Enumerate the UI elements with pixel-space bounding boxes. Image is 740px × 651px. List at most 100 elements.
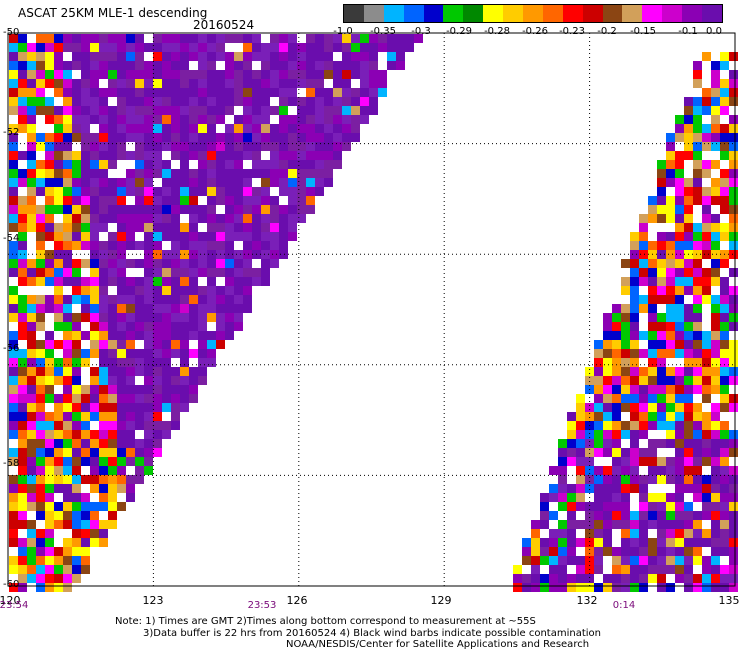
data-cell (693, 232, 702, 241)
data-cell (729, 151, 738, 160)
data-cell (18, 367, 27, 376)
data-cell (693, 484, 702, 493)
data-cell (225, 169, 234, 178)
data-cell (360, 79, 369, 88)
data-cell (135, 322, 144, 331)
data-cell (108, 151, 117, 160)
data-cell (63, 439, 72, 448)
data-cell (135, 277, 144, 286)
data-cell (702, 295, 711, 304)
data-cell (108, 115, 117, 124)
data-cell (234, 268, 243, 277)
data-cell (558, 538, 567, 547)
data-cell (270, 250, 279, 259)
data-cell (612, 286, 621, 295)
data-cell (585, 367, 594, 376)
data-cell (9, 304, 18, 313)
data-cell (306, 88, 315, 97)
data-cell (657, 502, 666, 511)
data-cell (558, 448, 567, 457)
data-cell (594, 520, 603, 529)
data-cell (666, 529, 675, 538)
data-cell (720, 349, 729, 358)
data-cell (171, 313, 180, 322)
data-cell (711, 403, 720, 412)
data-cell (45, 160, 54, 169)
data-cell (594, 394, 603, 403)
data-cell (27, 124, 36, 133)
data-cell (711, 178, 720, 187)
data-cell (180, 160, 189, 169)
data-cell (711, 439, 720, 448)
data-cell (279, 160, 288, 169)
data-cell (135, 115, 144, 124)
data-cell (657, 556, 666, 565)
data-cell (711, 196, 720, 205)
data-cell (693, 61, 702, 70)
data-cell (261, 277, 270, 286)
data-cell (45, 205, 54, 214)
data-cell (675, 205, 684, 214)
data-cell (648, 259, 657, 268)
data-cell (648, 268, 657, 277)
data-cell (639, 268, 648, 277)
data-cell (684, 133, 693, 142)
data-cell (378, 61, 387, 70)
data-cell (639, 520, 648, 529)
data-cell (225, 115, 234, 124)
data-cell (630, 493, 639, 502)
data-cell (630, 583, 639, 592)
data-cell (90, 169, 99, 178)
data-cell (27, 61, 36, 70)
data-cell (612, 565, 621, 574)
data-cell (54, 358, 63, 367)
data-cell (549, 565, 558, 574)
data-cell (693, 187, 702, 196)
data-cell (693, 448, 702, 457)
data-cell (729, 340, 738, 349)
data-cell (189, 97, 198, 106)
data-cell (621, 286, 630, 295)
data-cell (297, 61, 306, 70)
data-cell (270, 115, 279, 124)
data-cell (729, 70, 738, 79)
data-cell (180, 61, 189, 70)
data-cell (207, 34, 216, 43)
data-cell (36, 394, 45, 403)
data-cell (675, 529, 684, 538)
data-cell (216, 124, 225, 133)
data-cell (108, 169, 117, 178)
data-cell (135, 133, 144, 142)
lat-label: -56 (3, 343, 20, 354)
data-cell (711, 115, 720, 124)
data-cell (198, 178, 207, 187)
data-cell (351, 34, 360, 43)
data-cell (702, 304, 711, 313)
data-cell (162, 115, 171, 124)
data-cell (288, 169, 297, 178)
data-cell (324, 43, 333, 52)
data-cell (9, 178, 18, 187)
data-cell (207, 142, 216, 151)
data-cell (639, 214, 648, 223)
data-cell (720, 295, 729, 304)
data-cell (180, 358, 189, 367)
data-cell (180, 304, 189, 313)
data-cell (675, 322, 684, 331)
data-cell (279, 151, 288, 160)
data-cell (666, 394, 675, 403)
data-cell (594, 493, 603, 502)
data-cell (162, 430, 171, 439)
data-cell (630, 385, 639, 394)
data-cell (144, 88, 153, 97)
data-cell (198, 97, 207, 106)
data-cell (729, 538, 738, 547)
data-cell (162, 340, 171, 349)
data-cell (225, 277, 234, 286)
data-cell (711, 574, 720, 583)
data-cell (576, 484, 585, 493)
data-cell (90, 115, 99, 124)
data-cell (711, 124, 720, 133)
data-cell (648, 511, 657, 520)
data-cell (108, 295, 117, 304)
